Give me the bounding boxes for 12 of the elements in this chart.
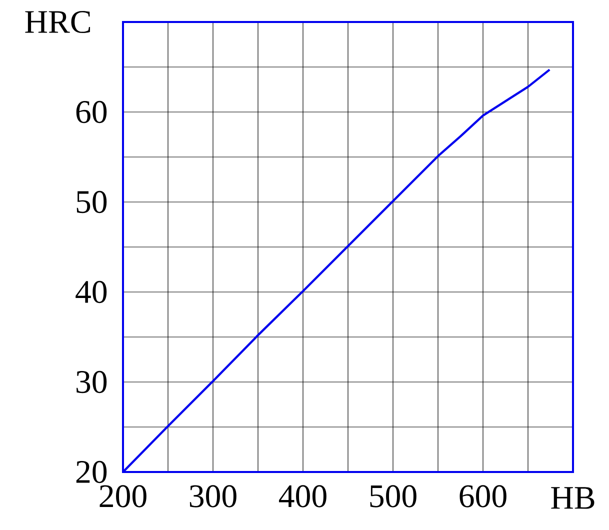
y-tick-label: 60 xyxy=(76,100,107,124)
y-tick-label: 50 xyxy=(76,190,107,214)
y-tick-label: 30 xyxy=(76,370,107,394)
x-axis-title: HB xyxy=(551,487,594,509)
y-tick-label: 20 xyxy=(76,460,107,484)
x-tick-label: 500 xyxy=(370,485,416,508)
x-tick-label: 200 xyxy=(100,485,146,508)
x-tick-label: 300 xyxy=(190,485,236,508)
y-tick-label: 40 xyxy=(76,280,107,304)
y-axis-title: HRC xyxy=(25,10,90,34)
x-tick-label: 600 xyxy=(460,485,506,508)
x-tick-label: 400 xyxy=(278,485,326,508)
